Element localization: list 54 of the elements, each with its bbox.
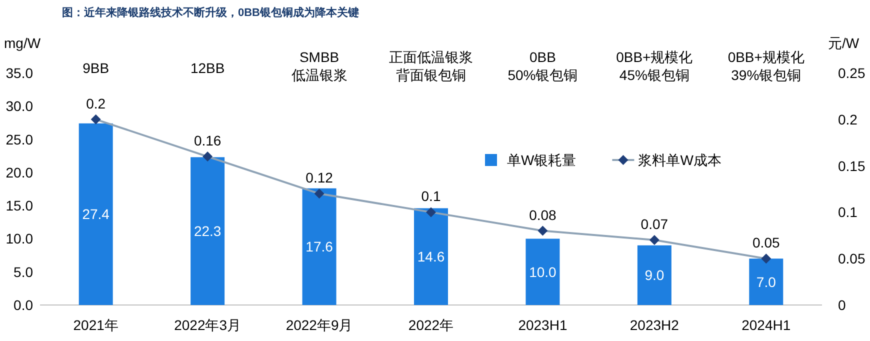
bar <box>302 188 336 305</box>
data-label: 9.0 <box>644 267 664 284</box>
y-tick-label: 5.0 <box>14 264 34 280</box>
legend-label: 单W银耗量 <box>507 152 576 168</box>
annotation: 9BB <box>82 60 110 76</box>
data-label: 0.07 <box>640 216 668 232</box>
y2-tick-label: 0.2 <box>838 111 858 128</box>
y-tick-label: 20.0 <box>6 164 34 180</box>
y2-tick-label: 0.05 <box>838 250 866 267</box>
data-label: 0.16 <box>194 132 222 149</box>
data-label: 0.2 <box>86 95 106 112</box>
bar <box>190 157 225 305</box>
x-tick-label: 2021年 <box>73 317 118 333</box>
data-label: 22.3 <box>194 223 222 240</box>
data-label: 0.08 <box>529 206 557 223</box>
y-tick-label: 25.0 <box>6 131 34 148</box>
y-tick-label: 15.0 <box>6 198 34 214</box>
bar <box>414 208 448 305</box>
y-tick-label: 10.0 <box>6 230 34 247</box>
chart-title: 图：近年来降银路线技术不断升级，0BB银包铜成为降本关键 <box>62 6 360 19</box>
data-label: 0.1 <box>421 188 441 204</box>
bar <box>749 258 784 305</box>
y2-axis-title: 元/W <box>828 35 860 51</box>
bar <box>637 245 672 305</box>
annotation: 0BB+规模化39%银包铜 <box>728 49 804 83</box>
annotation: 12BB <box>190 60 225 76</box>
y2-tick-label: 0.1 <box>838 204 858 220</box>
annotation: 0BB50%银包铜 <box>508 49 578 83</box>
x-tick-label: 2022年 <box>408 317 454 333</box>
y-axis-title: mg/W <box>4 35 42 51</box>
y2-tick-label: 0 <box>838 297 846 313</box>
y-tick-label: 35.0 <box>6 65 34 81</box>
y2-tick-label: 0.15 <box>838 158 866 174</box>
annotation: 0BB+规模化45%银包铜 <box>616 49 693 83</box>
data-label: 0.05 <box>752 234 780 251</box>
x-tick-label: 2023H2 <box>630 317 680 333</box>
y-tick-label: 30.0 <box>6 98 34 114</box>
data-label: 14.6 <box>417 248 445 265</box>
bar <box>78 123 113 305</box>
data-label: 17.6 <box>306 238 334 255</box>
data-label: 7.0 <box>756 274 776 290</box>
y-tick-label: 0.0 <box>14 297 34 313</box>
legend-label: 浆料单W成本 <box>638 152 722 168</box>
data-label: 27.4 <box>82 206 110 222</box>
x-tick-label: 2022年9月 <box>286 317 353 333</box>
y2-tick-label: 0.25 <box>838 65 866 81</box>
annotation: 正面低温银浆背面银包铜 <box>389 49 473 83</box>
annotation: SMBB低温银浆 <box>291 49 348 83</box>
data-label: 0.12 <box>306 170 334 186</box>
data-label: 10.0 <box>529 264 557 280</box>
x-tick-label: 2023H1 <box>518 317 568 333</box>
x-tick-label: 2022年3月 <box>174 317 242 333</box>
bar <box>526 238 560 305</box>
x-tick-label: 2024H1 <box>742 317 791 333</box>
